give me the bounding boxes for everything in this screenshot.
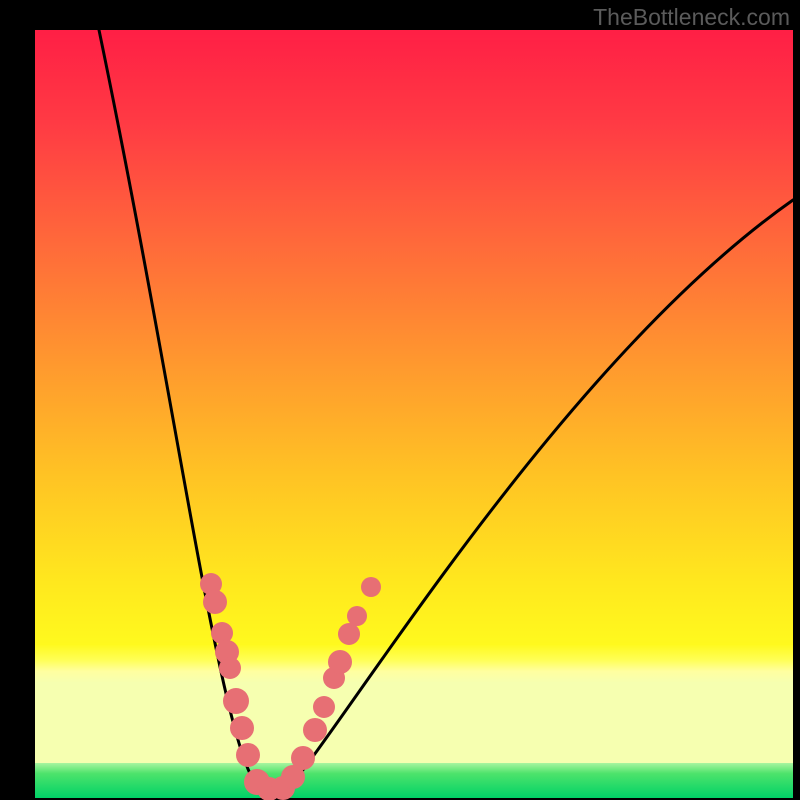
data-point [219,657,241,679]
data-point [291,746,315,770]
data-point [361,577,381,597]
data-point [328,650,352,674]
data-point [236,743,260,767]
data-point [223,688,249,714]
data-point [313,696,335,718]
data-point [338,623,360,645]
data-point [347,606,367,626]
chart-outer-frame: TheBottleneck.com [0,0,800,800]
plot-area [35,30,793,798]
data-point [203,590,227,614]
data-point [230,716,254,740]
watermark-text: TheBottleneck.com [593,4,790,31]
data-points-layer [35,30,793,798]
data-point [303,718,327,742]
